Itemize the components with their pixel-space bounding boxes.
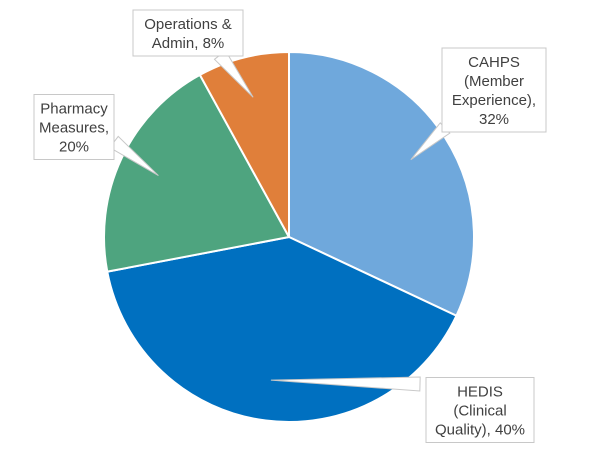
data-label-operations-admin: Operations & Admin, 8%: [132, 9, 254, 98]
callout-fill: [134, 11, 242, 55]
pie-slice-hedis-clinical-quality: [106, 235, 458, 423]
callout-fill: [427, 378, 533, 442]
data-label-line: Pharmacy: [40, 101, 108, 118]
data-label-hedis-clinical-quality: HEDIS (Clinical Quality), 40%: [270, 376, 535, 443]
data-label-line: (Clinical: [453, 403, 506, 420]
callout-pointer: [270, 376, 421, 392]
data-label-line: HEDIS: [457, 384, 503, 401]
data-label-line: 32%: [479, 111, 509, 128]
data-label-cahps-member-experience: CAHPS (Member Experience), 32%: [410, 47, 547, 161]
pie-slice-operations-admin: [198, 50, 290, 238]
pie-slice-pharmacy-measures: [103, 73, 291, 273]
callout-fill: [443, 49, 545, 131]
data-label-line: Quality), 40%: [435, 422, 525, 439]
data-label-line: CAHPS: [468, 54, 520, 71]
data-label-line: Admin, 8%: [152, 35, 225, 52]
pie-callouts: CAHPS (Member Experience), 32% HEDIS (Clinica…: [33, 9, 547, 443]
data-label-line: 20%: [59, 139, 89, 156]
data-label-line: Measures,: [39, 120, 109, 137]
data-label-line: Experience),: [452, 92, 536, 109]
pie-slices: [103, 50, 475, 423]
data-label-line: Operations &: [144, 16, 232, 33]
data-label-line: (Member: [464, 73, 524, 90]
data-label-pharmacy-measures: Pharmacy Measures, 20%: [33, 94, 159, 176]
callout-fill: [35, 95, 113, 159]
pie-slice-cahps-member-experience: [288, 50, 475, 318]
